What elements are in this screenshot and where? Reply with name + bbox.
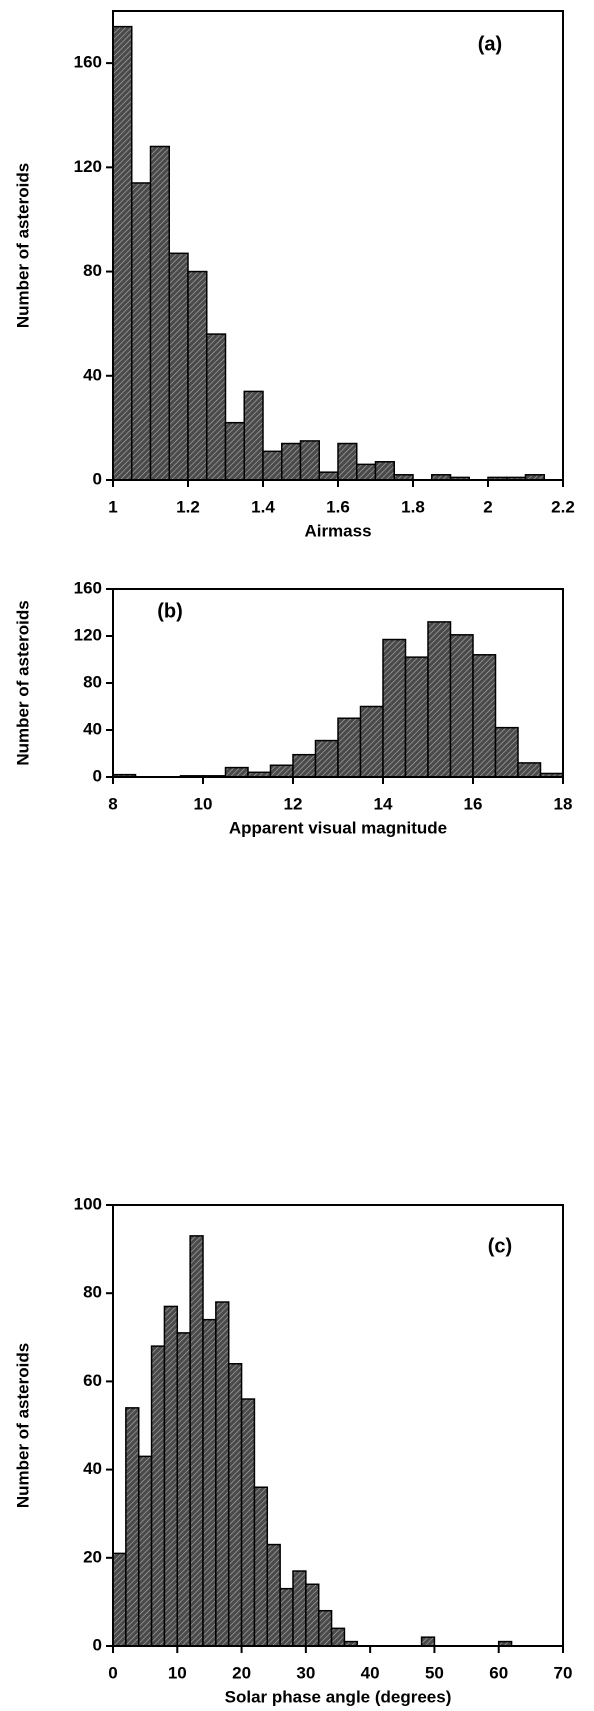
x-tick-label: 0 bbox=[108, 1663, 117, 1682]
bar bbox=[202, 1318, 217, 1647]
bar bbox=[131, 182, 152, 481]
x-axis-label: Airmass bbox=[304, 521, 371, 540]
y-tick-label: 40 bbox=[83, 365, 102, 384]
bar bbox=[224, 421, 245, 481]
bar bbox=[318, 471, 339, 481]
x-tick-label: 10 bbox=[194, 794, 213, 813]
bar bbox=[359, 705, 384, 778]
y-tick-label: 120 bbox=[74, 157, 102, 176]
bar bbox=[404, 656, 429, 778]
x-tick-label: 14 bbox=[374, 794, 393, 813]
bar bbox=[317, 1609, 333, 1647]
plot-frame bbox=[112, 1204, 564, 1647]
x-tick-label: 12 bbox=[284, 794, 303, 813]
bar bbox=[279, 1587, 294, 1647]
x-tick-label: 2.2 bbox=[551, 497, 575, 516]
bar bbox=[163, 1305, 179, 1647]
bar bbox=[227, 1363, 243, 1647]
bar bbox=[281, 442, 302, 481]
bar bbox=[206, 333, 227, 481]
bar bbox=[187, 270, 208, 481]
x-tick-label: 16 bbox=[464, 794, 483, 813]
x-tick-label: 70 bbox=[554, 1663, 573, 1682]
bar bbox=[314, 739, 339, 778]
bar bbox=[112, 1552, 127, 1647]
bar bbox=[356, 463, 377, 481]
y-axis-label: Number of asteroids bbox=[13, 600, 32, 765]
x-axis-label: Solar phase angle (degrees) bbox=[225, 1687, 452, 1706]
bar bbox=[299, 440, 320, 481]
bar bbox=[517, 762, 542, 778]
x-axis-label: Apparent visual magnitude bbox=[229, 818, 447, 837]
bar bbox=[253, 1486, 269, 1647]
bar bbox=[374, 461, 395, 481]
y-tick-label: 100 bbox=[74, 1194, 102, 1213]
bar bbox=[176, 1332, 191, 1647]
bar bbox=[382, 638, 407, 778]
y-tick-label: 80 bbox=[83, 672, 102, 691]
x-tick-label: 2 bbox=[483, 497, 492, 516]
bar bbox=[266, 1543, 281, 1647]
bar bbox=[449, 634, 474, 778]
y-axis-label: Number of asteroids bbox=[13, 1343, 32, 1508]
bar bbox=[292, 753, 317, 778]
y-tick-label: 0 bbox=[93, 1635, 102, 1654]
y-tick-label: 40 bbox=[83, 1459, 102, 1478]
bar bbox=[125, 1407, 140, 1647]
bar bbox=[137, 1455, 153, 1647]
x-tick-label: 50 bbox=[425, 1663, 444, 1682]
x-tick-label: 8 bbox=[108, 794, 117, 813]
x-tick-label: 1.4 bbox=[251, 497, 275, 516]
bar bbox=[337, 442, 358, 481]
bar bbox=[420, 1636, 436, 1647]
bar bbox=[262, 450, 283, 481]
x-tick-label: 18 bbox=[554, 794, 573, 813]
y-tick-label: 0 bbox=[93, 766, 102, 785]
x-tick-label: 10 bbox=[168, 1663, 187, 1682]
bar bbox=[269, 764, 294, 778]
bar bbox=[150, 1345, 166, 1647]
y-tick-label: 80 bbox=[83, 261, 102, 280]
y-tick-label: 80 bbox=[83, 1283, 102, 1302]
bar bbox=[427, 621, 452, 778]
x-tick-label: 1.2 bbox=[176, 497, 200, 516]
y-tick-label: 160 bbox=[74, 578, 102, 597]
x-tick-label: 1 bbox=[108, 497, 117, 516]
panel-label: (b) bbox=[157, 600, 183, 622]
bar bbox=[112, 25, 133, 481]
bar bbox=[243, 390, 264, 481]
bar bbox=[337, 717, 362, 778]
x-tick-label: 60 bbox=[489, 1663, 508, 1682]
panel-label: (c) bbox=[488, 1235, 512, 1257]
y-tick-label: 120 bbox=[74, 625, 102, 644]
bar bbox=[215, 1301, 230, 1647]
bar bbox=[494, 726, 519, 778]
y-tick-label: 160 bbox=[74, 53, 102, 72]
panel-label: (a) bbox=[478, 33, 502, 55]
x-tick-label: 30 bbox=[296, 1663, 315, 1682]
bar bbox=[240, 1398, 256, 1647]
x-tick-label: 20 bbox=[232, 1663, 251, 1682]
y-tick-label: 40 bbox=[83, 719, 102, 738]
bar bbox=[305, 1583, 320, 1647]
bar bbox=[472, 654, 497, 778]
x-tick-label: 40 bbox=[361, 1663, 380, 1682]
bar bbox=[149, 145, 170, 481]
bar bbox=[189, 1235, 204, 1647]
bar bbox=[224, 766, 249, 778]
x-tick-label: 1.6 bbox=[326, 497, 350, 516]
bar bbox=[292, 1570, 307, 1647]
y-axis-label: Number of asteroids bbox=[13, 163, 32, 328]
y-tick-label: 0 bbox=[93, 469, 102, 488]
bar bbox=[330, 1627, 346, 1647]
y-tick-label: 20 bbox=[83, 1547, 102, 1566]
x-tick-label: 1.8 bbox=[401, 497, 425, 516]
y-tick-label: 60 bbox=[83, 1371, 102, 1390]
bar bbox=[168, 252, 189, 481]
